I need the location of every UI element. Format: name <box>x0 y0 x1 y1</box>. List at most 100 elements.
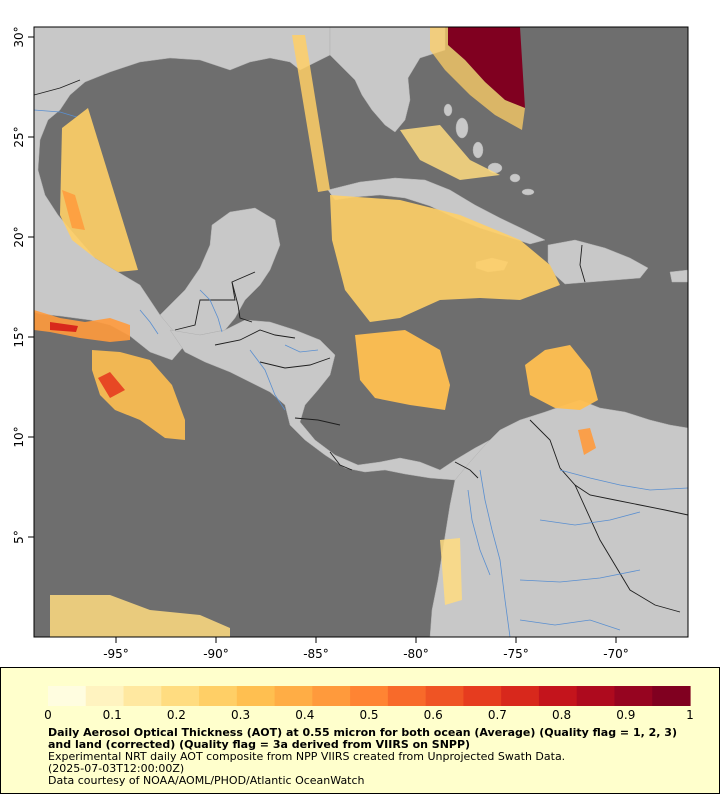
x-tick-labels: -95° -90° -85° -80° -75° -70° <box>103 647 629 661</box>
river-meta <box>539 511 641 526</box>
colorbar-segment <box>85 686 125 706</box>
aot-swath-gulf-west <box>60 108 138 272</box>
aot-swath-atlantic-edge <box>430 27 525 130</box>
x-tick-label: -70° <box>603 647 629 661</box>
border-panama-colombia <box>454 461 479 479</box>
river-cauca <box>467 489 491 576</box>
aot-swath-gulf-east <box>292 35 330 192</box>
border-guatemala-honduras <box>214 329 296 346</box>
aot-swath-pacific-dots <box>98 372 125 398</box>
y-tick-label: 10° <box>12 426 26 447</box>
colorbar-segment <box>48 686 87 706</box>
x-tick-label: -75° <box>503 647 529 661</box>
river-usumacinta <box>199 289 223 333</box>
colorbar-tick-label: 0.3 <box>231 708 250 722</box>
aot-swath-sp-coast <box>440 538 462 605</box>
aot-swath-pacific-south <box>92 350 185 440</box>
y-tick-label: 30° <box>12 26 26 47</box>
legend-subtitle: Experimental NRT daily AOT composite fro… <box>48 750 566 763</box>
land-layer <box>33 26 689 638</box>
map-frame <box>33 26 689 638</box>
colorbar-segment <box>501 686 540 706</box>
colorbar-tick-label: 0.8 <box>552 708 571 722</box>
colorbar-tick-label: 0.9 <box>616 708 635 722</box>
colorbar-segment <box>123 686 162 706</box>
legend-credit: Data courtesy of NOAA/AOML/PHOD/Atlantic… <box>48 774 365 787</box>
colorbar-segment <box>463 686 502 706</box>
legend-title: Daily Aerosol Optical Thickness (AOT) at… <box>48 726 677 751</box>
border-colombia-venezuela <box>529 419 689 516</box>
border-belize <box>231 281 253 323</box>
border-colombia-south <box>574 484 681 613</box>
aot-swath-venezuela <box>578 428 596 455</box>
colorbar-tick-label: 0.4 <box>295 708 314 722</box>
river-orinoco <box>559 469 689 491</box>
river-amazon-trib <box>519 619 621 631</box>
y-tick-label: 5° <box>12 530 26 544</box>
river-honduras <box>284 344 319 353</box>
colorbar-segment <box>312 686 351 706</box>
colorbar-segment <box>425 686 465 706</box>
aot-swath-pacific-lower <box>50 595 230 637</box>
aot-swath-pacific-redstrip <box>50 322 78 332</box>
colorbar-tick-label: 0.1 <box>103 708 122 722</box>
river-guaviare <box>519 569 641 583</box>
border-mexico-guatemala <box>174 271 256 331</box>
colorbar-tick-label: 0 <box>44 708 52 722</box>
land-puerto-rico <box>669 269 689 283</box>
x-tick-label: -95° <box>103 647 129 661</box>
y-tick-labels: 30° 25° 20° 15° 10° 5° <box>12 26 26 543</box>
y-tick-label: 25° <box>12 126 26 147</box>
colorbar <box>48 686 691 706</box>
aot-swath-south-caribbean <box>525 345 598 410</box>
land-mexico-us <box>33 26 331 361</box>
aot-swath-caribbean <box>330 195 560 322</box>
border-mexico-us <box>33 79 81 96</box>
colorbar-segment <box>576 686 616 706</box>
x-tick-label: -80° <box>403 647 429 661</box>
colorbar-segment <box>614 686 653 706</box>
border-haiti-dr <box>579 244 586 283</box>
aot-map: -95° -90° -85° -80° -75° -70° 30° 25° 20… <box>12 26 689 661</box>
aot-swath-gulf-west-high <box>62 190 85 230</box>
aot-swaths <box>34 27 598 637</box>
colorbar-tick-label: 0.2 <box>167 708 186 722</box>
land-bahamas <box>443 103 535 196</box>
x-tick-label: -90° <box>203 647 229 661</box>
border-nicaragua-costarica <box>294 417 341 426</box>
x-axis <box>115 637 617 643</box>
border-honduras-nicaragua <box>259 357 331 369</box>
colorbar-segment <box>538 686 578 706</box>
colorbar-tick-label: 1 <box>686 708 694 722</box>
colorbar-tick-label: 0.6 <box>424 708 443 722</box>
x-tick-label: -85° <box>303 647 329 661</box>
y-tick-label: 20° <box>12 226 26 247</box>
border-layer <box>33 79 689 613</box>
colorbar-segment <box>350 686 389 706</box>
colorbar-segment <box>236 686 276 706</box>
colorbar-segment <box>652 686 691 706</box>
colorbar-tick-labels: 0 0.1 0.2 0.3 0.4 0.5 0.6 0.7 0.8 0.9 1 <box>44 708 694 722</box>
river-rio-grande <box>33 109 81 119</box>
land-south-america <box>429 399 689 638</box>
colorbar-segment <box>274 686 313 706</box>
colorbar-segment <box>161 686 200 706</box>
aot-swath-atlantic-max <box>448 27 525 108</box>
colorbar-segment <box>199 686 238 706</box>
land-cuba <box>327 177 546 245</box>
legend-panel: 0 0.1 0.2 0.3 0.4 0.5 0.6 0.7 0.8 0.9 1 … <box>0 667 720 794</box>
colorbar-tick-label: 0.7 <box>488 708 507 722</box>
colorbar-segment <box>387 686 427 706</box>
y-axis <box>28 36 34 538</box>
river-layer <box>33 109 689 638</box>
river-central-am <box>249 349 286 411</box>
colorbar-tick-label: 0.5 <box>359 708 378 722</box>
aot-swath-bahamas <box>400 125 500 180</box>
land-central-america <box>169 319 491 481</box>
river-coatzacoalcos <box>139 309 159 335</box>
y-tick-label: 15° <box>12 326 26 347</box>
aot-swath-central-caribbean <box>355 330 450 410</box>
river-magdalena <box>479 469 511 638</box>
aot-swath-pacific-coast <box>34 310 130 342</box>
legend-date: (2025-07-03T12:00:00Z) <box>48 762 185 775</box>
